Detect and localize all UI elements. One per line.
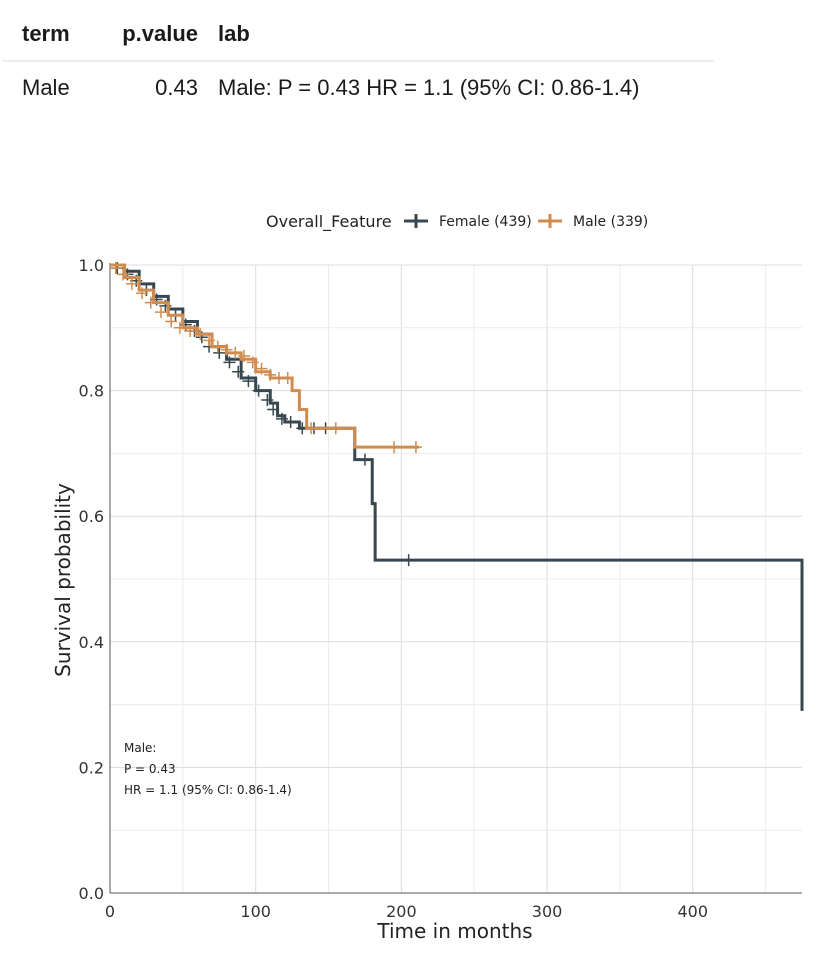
header-term: term bbox=[22, 21, 70, 46]
censor-mark bbox=[264, 368, 277, 381]
censor-mark bbox=[246, 356, 259, 369]
censor-mark bbox=[261, 394, 274, 407]
censor-mark bbox=[284, 416, 297, 428]
censor-mark bbox=[281, 372, 294, 385]
y-tick-label: 0.0 bbox=[79, 884, 104, 903]
legend-label: Female (439) bbox=[439, 214, 532, 230]
series-female bbox=[110, 262, 804, 711]
censor-mark bbox=[255, 362, 268, 375]
censor-mark bbox=[184, 324, 197, 337]
annotation-line-3: HR = 1.1 (95% CI: 0.86-1.4) bbox=[124, 783, 292, 797]
x-tick-label: 100 bbox=[240, 902, 271, 921]
censor-mark bbox=[144, 296, 157, 309]
y-tick-label: 0.6 bbox=[79, 507, 104, 526]
censor-mark bbox=[242, 375, 255, 388]
censor-mark bbox=[238, 350, 251, 363]
axes: 0 100 200 300 400 0.0 0.2 0.4 0.6 0.8 1.0 bbox=[79, 256, 802, 921]
legend-label: Male (339) bbox=[573, 214, 648, 230]
x-axis-label: Time in months bbox=[376, 919, 532, 943]
table-row: Male 0.43 Male: P = 0.43 HR = 1.1 (95% C… bbox=[2, 61, 714, 114]
survival-chart: 0 100 200 300 400 0.0 0.2 0.4 0.6 0.8 1.0 Overall_… bbox=[51, 212, 804, 943]
y-tick-label: 0.4 bbox=[79, 633, 104, 652]
censor-mark bbox=[109, 262, 122, 275]
censor-mark bbox=[211, 340, 224, 353]
legend-key bbox=[404, 214, 428, 228]
censor-mark bbox=[125, 277, 138, 290]
y-tick-label: 1.0 bbox=[79, 256, 104, 275]
censor-mark bbox=[329, 422, 342, 435]
cell-p-value: 0.43 bbox=[155, 75, 198, 100]
censor-mark bbox=[409, 441, 422, 454]
censor-mark bbox=[213, 346, 226, 359]
censor-mark bbox=[194, 328, 207, 341]
censor-mark bbox=[305, 422, 318, 435]
x-tick-label: 300 bbox=[532, 902, 563, 921]
cell-term: Male bbox=[22, 75, 70, 100]
annotation: Male: P = 0.43 HR = 1.1 (95% CI: 0.86-1.… bbox=[124, 741, 292, 797]
y-axis-label: Survival probability bbox=[51, 483, 75, 677]
censor-mark bbox=[358, 453, 371, 466]
legend-item-female: Female (439) bbox=[404, 214, 532, 230]
annotation-line-1: Male: bbox=[124, 741, 156, 755]
stats-table: term p.value lab Male 0.43 Male: P = 0.4… bbox=[2, 8, 714, 114]
censor-mark bbox=[165, 315, 178, 328]
grid bbox=[109, 264, 802, 894]
cell-lab: Male: P = 0.43 HR = 1.1 (95% CI: 0.86-1.… bbox=[218, 75, 640, 100]
censor-mark bbox=[117, 268, 130, 281]
series-male bbox=[109, 262, 422, 454]
legend-key bbox=[538, 214, 562, 228]
censor-mark bbox=[220, 343, 233, 356]
censor-mark bbox=[267, 403, 280, 416]
censor-mark bbox=[252, 384, 265, 397]
censor-mark bbox=[136, 287, 149, 300]
survival-line bbox=[110, 263, 804, 711]
censor-mark bbox=[203, 334, 216, 347]
header-lab: lab bbox=[218, 21, 250, 46]
legend-item-male: Male (339) bbox=[538, 214, 648, 230]
x-tick-label: 400 bbox=[677, 902, 708, 921]
y-tick-label: 0.2 bbox=[79, 758, 104, 777]
legend-title: Overall_Feature bbox=[266, 212, 392, 232]
table-header-row: term p.value lab bbox=[2, 8, 714, 61]
censor-mark bbox=[402, 554, 415, 567]
censor-mark bbox=[229, 346, 242, 359]
survival-line bbox=[110, 263, 419, 449]
censor-mark bbox=[388, 441, 401, 454]
censor-mark bbox=[173, 321, 186, 334]
censor-mark bbox=[154, 306, 167, 319]
y-tick-label: 0.8 bbox=[79, 382, 104, 401]
x-tick-label: 200 bbox=[386, 902, 417, 921]
x-tick-label: 0 bbox=[105, 902, 115, 921]
series-layer bbox=[109, 262, 804, 711]
annotation-line-2: P = 0.43 bbox=[124, 762, 176, 776]
censor-mark bbox=[232, 365, 245, 378]
legend: Overall_Feature Female (439) Male (339) bbox=[266, 212, 648, 232]
censor-mark bbox=[223, 356, 236, 369]
header-p-value: p.value bbox=[122, 21, 198, 46]
censor-mark bbox=[275, 412, 288, 425]
